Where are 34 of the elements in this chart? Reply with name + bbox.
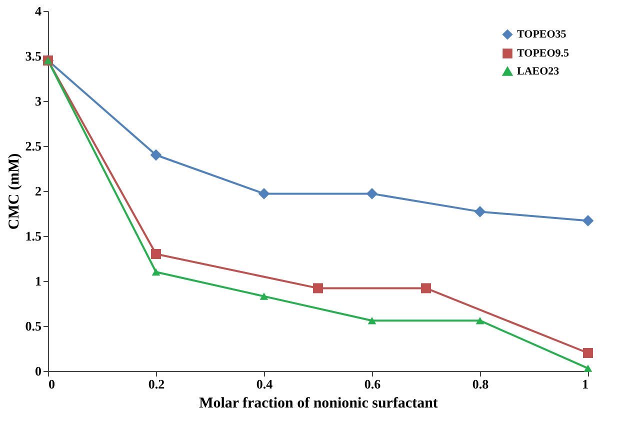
point — [582, 215, 594, 226]
point — [151, 249, 161, 259]
x-tick-label: 0.8 — [472, 376, 490, 392]
x-axis-title: Molar fraction of nonionic surfactant — [199, 396, 438, 412]
point — [584, 364, 592, 372]
point — [421, 283, 431, 294]
point — [260, 292, 268, 300]
y-tick-label: 2 — [35, 184, 42, 198]
x-tick-label: 0.6 — [364, 376, 382, 392]
legend-label: LAEO23 — [517, 66, 560, 78]
y-axis-title: CMC (mM) — [6, 153, 22, 230]
x-tick-label: 0.4 — [256, 376, 274, 392]
point — [150, 149, 162, 161]
y-tick-label: 3.5 — [25, 48, 42, 64]
y-tick-label: 1 — [35, 274, 42, 288]
y-tick-label: 3 — [35, 94, 42, 108]
legend-label: TOPEO35 — [517, 28, 567, 40]
x-tick-label: 0 — [48, 376, 55, 392]
point — [476, 316, 484, 324]
point — [313, 283, 323, 294]
legend-label: TOPEO9.5 — [517, 48, 570, 60]
point — [366, 188, 378, 200]
point — [152, 268, 160, 276]
point — [368, 316, 376, 324]
y-tick-label: 0 — [35, 364, 42, 378]
y-tick-label: 0.5 — [25, 318, 42, 334]
x-tick-label: 1 — [582, 376, 588, 392]
point — [474, 206, 486, 218]
y-tick-label: 4 — [35, 4, 42, 18]
y-tick-label: 2.5 — [25, 138, 42, 154]
y-tick-label: 1.5 — [25, 228, 42, 244]
point — [258, 188, 270, 200]
point — [583, 348, 593, 358]
x-tick-label: 0.2 — [148, 376, 165, 392]
